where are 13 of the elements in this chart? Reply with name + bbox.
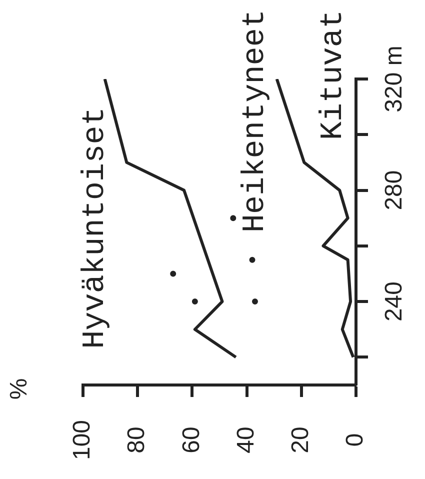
- y-tick-label: 320 m: [380, 46, 408, 112]
- text: %: [6, 378, 33, 400]
- x-tick-label: 20: [287, 426, 314, 454]
- text: Kituvat: [316, 10, 352, 140]
- y-tick-label: 240: [380, 282, 408, 322]
- text: Heikentyneet: [238, 9, 274, 233]
- x-tick-label: 0: [342, 433, 369, 447]
- x-tick-label: 40: [232, 426, 260, 454]
- x-tick-label: 60: [178, 426, 205, 454]
- x-tick-label: 80: [123, 426, 150, 454]
- x-tick-label: 100: [68, 420, 96, 460]
- text: Hyväkuntoiset: [78, 107, 114, 349]
- y-tick-label: 280: [380, 170, 408, 210]
